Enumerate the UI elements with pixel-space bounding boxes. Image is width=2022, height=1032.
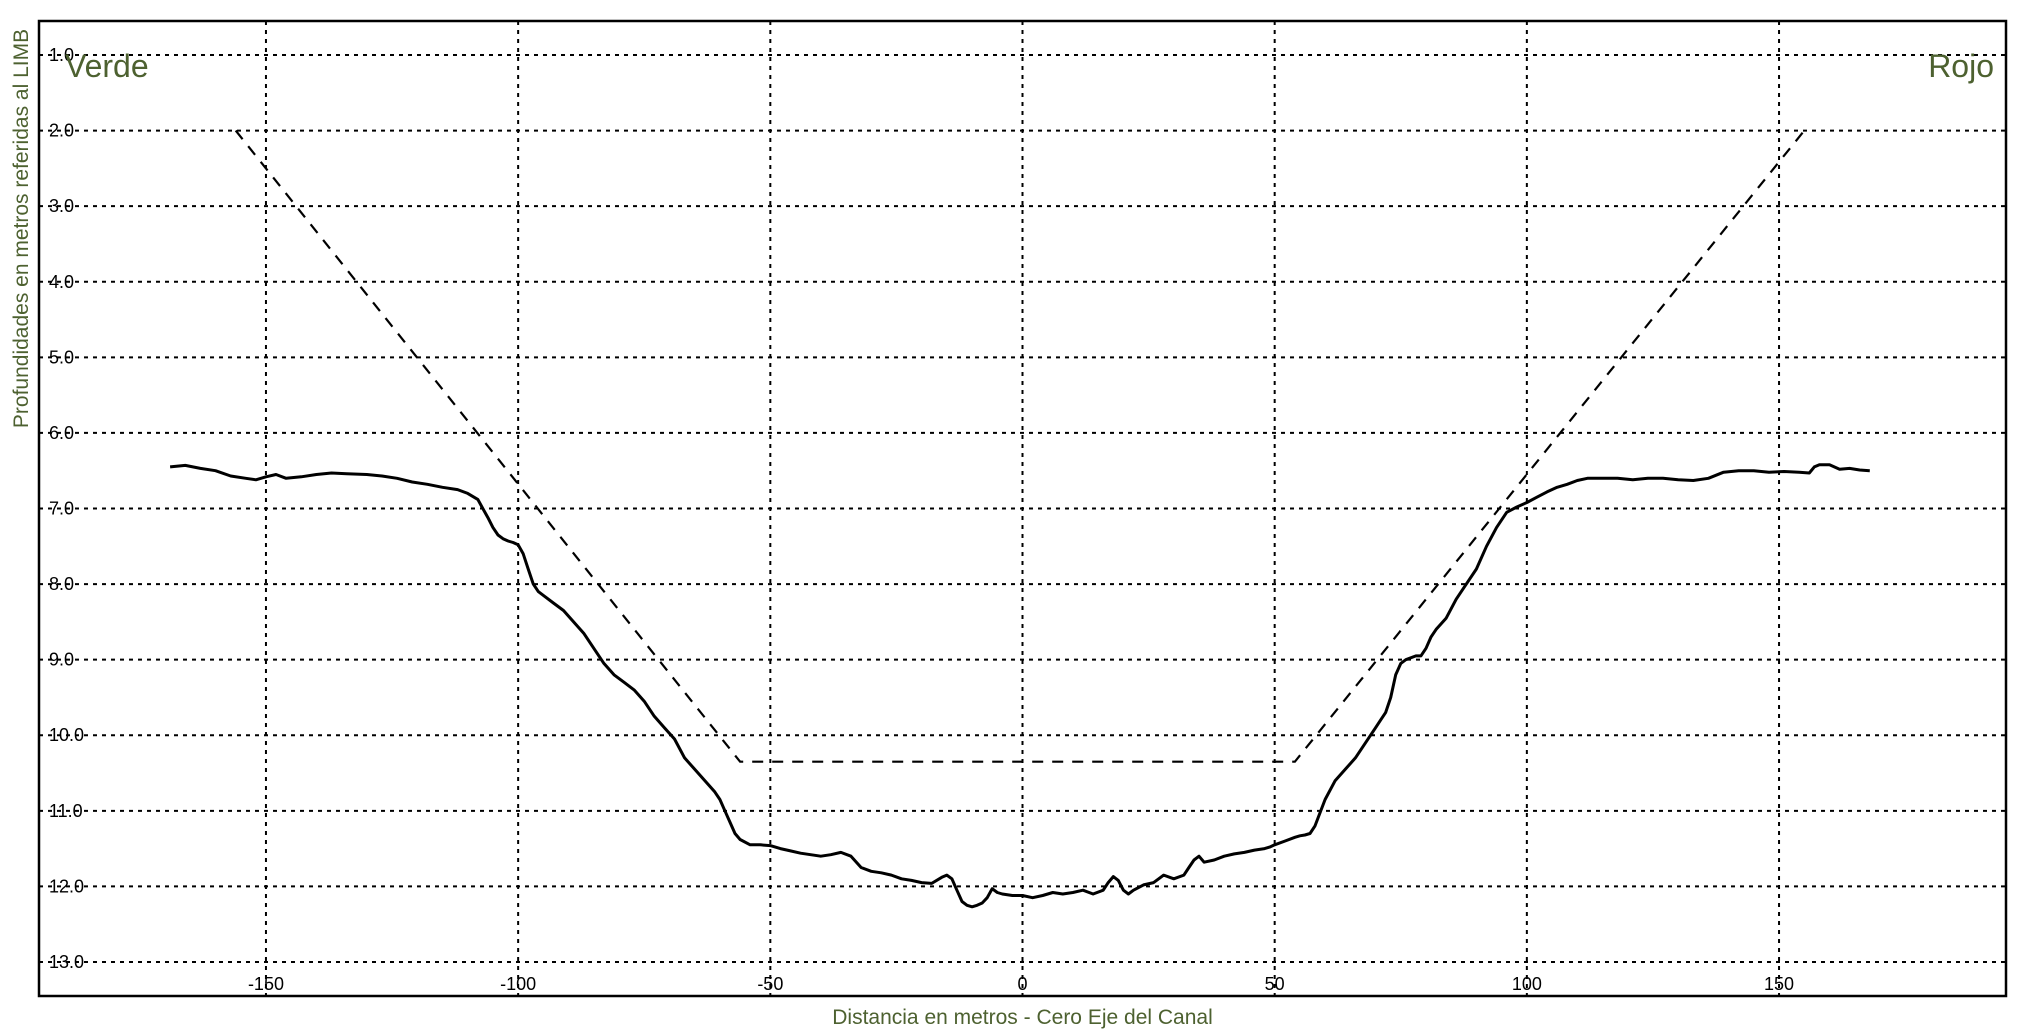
y-tick-label: 2.0 [49, 121, 74, 141]
x-tick-label: 50 [1265, 974, 1285, 994]
x-axis-title: Distancia en metros - Cero Eje del Canal [832, 1006, 1213, 1029]
x-tick-labels: -150 -100 -50 0 50 100 150 [248, 974, 1794, 994]
design-profile-line [234, 129, 1806, 763]
x-tick-label: -100 [500, 974, 536, 994]
y-tick-label: 12.0 [49, 876, 84, 896]
x-tick-label: 150 [1764, 974, 1794, 994]
x-tick-label: 100 [1512, 974, 1542, 994]
x-tick-label: -50 [757, 974, 783, 994]
y-tick-label: 13.0 [49, 952, 84, 972]
y-tick-labels: 1.0 2.0 3.0 4.0 5.0 6.0 7.0 8.0 9.0 10.0 11.0 12.0 1… [49, 45, 84, 972]
y-tick-label: 4.0 [49, 272, 74, 292]
y-tick-label: 8.0 [49, 574, 74, 594]
y-axis-title: Profundidades en metros referidas al LIM… [10, 29, 33, 428]
surveyed-profile-line [169, 463, 1870, 909]
x-tick-label: -150 [248, 974, 284, 994]
gridlines [39, 21, 2006, 996]
series-layer [169, 129, 1870, 909]
y-tick-label: 9.0 [49, 650, 74, 670]
y-tick-label: 5.0 [49, 347, 74, 367]
y-tick-label: 6.0 [49, 423, 74, 443]
y-tick-label: 11.0 [49, 801, 83, 821]
left-side-label: Verde [65, 48, 149, 84]
x-tick-label: 0 [1017, 974, 1027, 994]
right-side-label: Rojo [1928, 48, 1994, 84]
y-tick-label: 1.0 [49, 45, 74, 65]
y-tick-label: 3.0 [49, 196, 74, 216]
y-tick-label: 10.0 [49, 725, 84, 745]
y-tick-label: 7.0 [49, 499, 74, 519]
plot-frame [37, 19, 2008, 998]
